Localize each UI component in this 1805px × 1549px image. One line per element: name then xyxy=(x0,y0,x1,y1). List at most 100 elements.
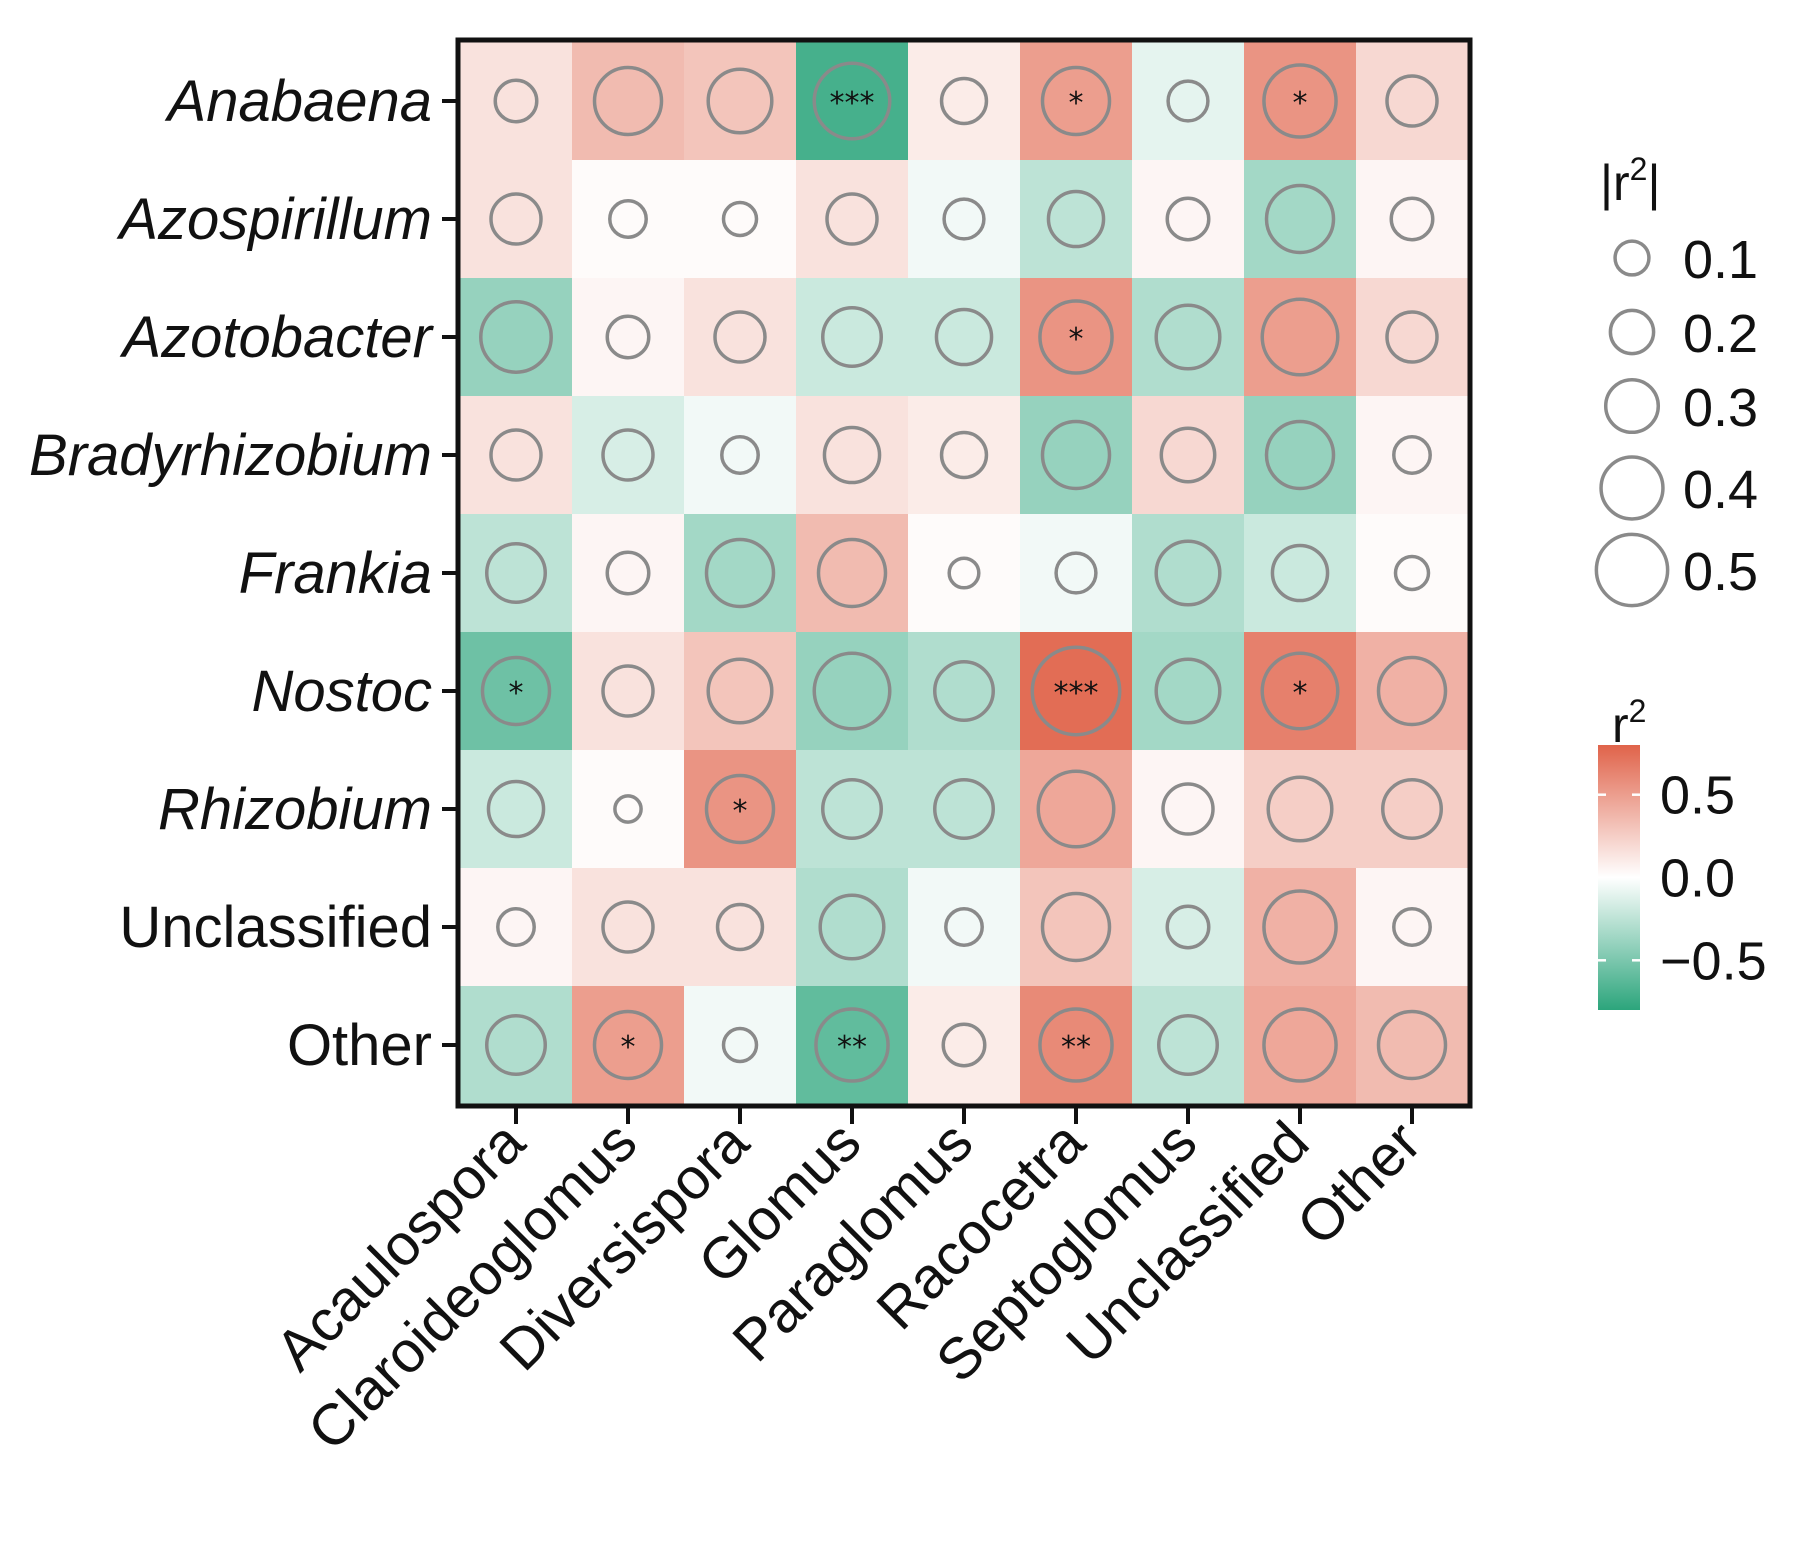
colorbar-tick-label: 0.5 xyxy=(1660,766,1735,826)
r2-circle xyxy=(713,310,767,364)
r2-circle xyxy=(1040,65,1112,137)
r2-circle xyxy=(933,778,995,840)
panel-border xyxy=(455,37,1473,1109)
color-legend: r20.5 0.0 −0.5 xyxy=(1598,693,1767,1010)
r2-circle xyxy=(485,1014,547,1076)
r2-circle xyxy=(1030,645,1122,737)
heatmap-cell xyxy=(1356,868,1469,987)
heatmap-cell xyxy=(908,632,1021,751)
r2-circle xyxy=(1376,1009,1448,1081)
r2-circle xyxy=(1166,79,1210,123)
heatmap-cell xyxy=(684,868,797,987)
r2-circle xyxy=(489,192,543,246)
r2-circle xyxy=(706,657,774,725)
significance-marker: * xyxy=(733,794,748,829)
size-legend-label: 0.4 xyxy=(1683,460,1758,520)
heatmap-cell xyxy=(1020,396,1133,515)
significance-marker: *** xyxy=(830,86,875,121)
r2-circle xyxy=(1161,782,1215,836)
r2-circle xyxy=(605,550,651,596)
heatmap-cell xyxy=(1132,278,1245,397)
heatmap-cell xyxy=(572,278,685,397)
r2-circle xyxy=(944,907,984,947)
r2-circle xyxy=(1392,435,1432,475)
size-legend-circle xyxy=(1608,308,1656,356)
r2-circle xyxy=(1385,310,1439,364)
heatmap-cell xyxy=(572,396,685,515)
x-tick-label: Other xyxy=(1285,1109,1434,1258)
r2-circle xyxy=(1038,1007,1114,1083)
heatmap-cell xyxy=(796,514,909,633)
heatmap-cell xyxy=(684,750,797,869)
r2-circle xyxy=(1262,1007,1338,1083)
heatmap-cell xyxy=(1020,514,1133,633)
heatmap-cell xyxy=(796,750,909,869)
heatmap-cell xyxy=(1356,396,1469,515)
y-tick-label: Azospirillum xyxy=(116,187,432,252)
heatmap-cell xyxy=(460,514,573,633)
r2-circle xyxy=(601,664,655,718)
heatmap-cell xyxy=(1132,632,1245,751)
r2-circle xyxy=(1393,554,1431,592)
r2-circle xyxy=(812,651,892,731)
heatmap-cell xyxy=(1020,868,1133,987)
r2-circle xyxy=(496,907,536,947)
y-tick-label: Anabaena xyxy=(165,69,432,134)
heatmap-cell xyxy=(572,868,685,987)
colorbar-tick-label: −0.5 xyxy=(1660,931,1767,991)
heatmap-cell xyxy=(572,160,685,279)
heatmap-cell xyxy=(1244,160,1357,279)
r2-circle xyxy=(1266,775,1334,843)
heatmap-cell xyxy=(1356,986,1469,1105)
heatmap-cell xyxy=(572,632,685,751)
heatmap-cell xyxy=(1356,750,1469,869)
r2-circle xyxy=(939,76,989,126)
heatmap-cell xyxy=(1020,42,1133,161)
heatmap-circles xyxy=(479,61,1448,1083)
y-tick-label: Bradyrhizobium xyxy=(29,423,432,488)
r2-circle xyxy=(814,1007,890,1083)
y-tick-label: Other xyxy=(287,1013,432,1078)
r2-circle xyxy=(1262,63,1338,139)
r2-circle xyxy=(1038,299,1114,375)
r2-circle xyxy=(822,425,882,485)
heatmap-cell xyxy=(1020,160,1133,279)
heatmap-cell xyxy=(460,42,573,161)
r2-circle xyxy=(493,78,539,124)
r2-circle xyxy=(941,1022,987,1068)
heatmap-cell xyxy=(796,160,909,279)
r2-circle xyxy=(601,900,655,954)
r2-circle xyxy=(1046,189,1106,249)
heatmap-cell xyxy=(572,42,685,161)
r2-circle xyxy=(1165,904,1211,950)
r2-circle xyxy=(816,537,888,609)
r2-circle xyxy=(720,435,760,475)
color-legend-title: r2 xyxy=(1612,693,1646,753)
heatmap-cell xyxy=(1132,750,1245,869)
r2-circle xyxy=(592,1009,664,1081)
y-tick-label: Azotobacter xyxy=(119,305,434,370)
heatmap-cell xyxy=(1244,514,1357,633)
r2-circle xyxy=(1385,74,1439,128)
heatmap-cell xyxy=(1020,632,1133,751)
r2-circle xyxy=(812,61,892,141)
heatmap-cell xyxy=(684,278,797,397)
heatmap-cell xyxy=(796,868,909,987)
significance-marker: *** xyxy=(1054,676,1099,711)
heatmap-cell xyxy=(1356,278,1469,397)
heatmap-cell xyxy=(684,42,797,161)
r2-circle xyxy=(942,197,986,241)
r2-circle xyxy=(1040,891,1112,963)
r2-circle xyxy=(1376,655,1448,727)
r2-circle xyxy=(608,199,648,239)
heatmap-cell xyxy=(460,868,573,987)
heatmap-cell xyxy=(684,160,797,279)
r2-circle xyxy=(1159,426,1217,484)
r2-circle xyxy=(1270,543,1330,603)
heatmap-cell xyxy=(1132,42,1245,161)
heatmap-cell xyxy=(908,42,1021,161)
size-legend-circle xyxy=(1599,455,1665,521)
heatmap-cell xyxy=(908,160,1021,279)
y-tick-label: Frankia xyxy=(239,541,432,606)
size-legend-circle xyxy=(1603,377,1661,435)
